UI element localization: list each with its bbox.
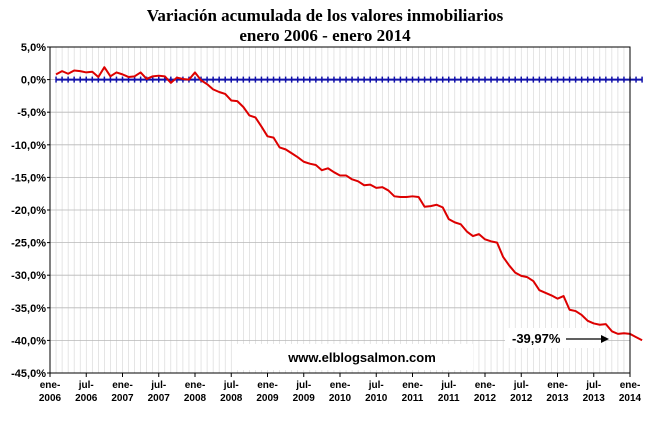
y-tick-label: -45,0%	[11, 368, 46, 380]
x-tick-label: 2006	[75, 393, 98, 404]
chart-subtitle: enero 2006 - enero 2014	[239, 26, 411, 45]
x-tick-label: 2008	[184, 393, 207, 404]
x-tick-label: 2007	[148, 393, 171, 404]
annotation-background	[505, 328, 605, 348]
x-tick-label: 2012	[474, 393, 497, 404]
x-tick-label: jul-	[440, 380, 456, 391]
x-tick-label: jul-	[150, 380, 166, 391]
x-tick-label: 2011	[438, 393, 460, 404]
x-axis-ticks: ene- 2006 jul- 2006 ene- 2007 jul- 2007 ene- 2008…	[39, 373, 642, 404]
x-tick-label: ene-	[257, 380, 278, 391]
x-tick-label: ene-	[330, 380, 351, 391]
x-tick-label: ene-	[112, 380, 133, 391]
y-tick-label: -5,0%	[17, 107, 46, 119]
x-tick-label: ene-	[185, 380, 206, 391]
x-tick-label: 2013	[583, 393, 606, 404]
y-tick-label: -25,0%	[11, 238, 46, 250]
x-tick-label: 2011	[402, 393, 424, 404]
x-tick-label: 2009	[293, 393, 316, 404]
x-tick-label: jul-	[513, 380, 529, 391]
plot-frame	[49, 46, 631, 374]
y-tick-label: -35,0%	[11, 303, 46, 315]
annotation-label: -39,97%	[512, 331, 561, 346]
x-tick-label: jul-	[585, 380, 601, 391]
x-tick-label: jul-	[368, 380, 384, 391]
x-tick-label: 2014	[619, 393, 642, 404]
x-tick-label: 2008	[220, 393, 243, 404]
x-tick-label: jul-	[223, 380, 239, 391]
x-tick-label: 2007	[111, 393, 134, 404]
series-line-variation	[55, 66, 643, 342]
x-tick-label: jul-	[295, 380, 311, 391]
y-tick-label: -40,0%	[11, 335, 46, 347]
x-tick-label: ene-	[475, 380, 496, 391]
y-tick-label: -15,0%	[11, 172, 46, 184]
x-tick-label: 2013	[546, 393, 569, 404]
x-tick-label: ene-	[402, 380, 423, 391]
series	[55, 66, 643, 342]
y-tick-label: -30,0%	[11, 270, 46, 282]
chart-title: Variación acumulada de los valores inmob…	[147, 6, 504, 25]
x-tick-label: 2010	[365, 393, 388, 404]
x-tick-label: 2006	[39, 393, 62, 404]
x-tick-label: jul-	[78, 380, 94, 391]
x-tick-label: 2009	[256, 393, 279, 404]
y-tick-label: -20,0%	[11, 205, 46, 217]
x-tick-label: 2010	[329, 393, 352, 404]
annotation-arrowhead	[601, 335, 609, 343]
y-axis-ticks: 5,0% 0,0% -5,0% -10,0% -15,0% -20,0% -25,0% -30…	[11, 42, 50, 380]
y-tick-label: -10,0%	[11, 140, 46, 152]
x-tick-label: ene-	[620, 380, 641, 391]
watermark-text: www.elblogsalmon.com	[287, 350, 436, 365]
watermark-background	[233, 344, 473, 370]
y-tick-label: 0,0%	[21, 75, 46, 87]
x-tick-label: ene-	[547, 380, 568, 391]
x-tick-label: 2012	[510, 393, 533, 404]
y-tick-label: 5,0%	[21, 42, 46, 54]
grid	[50, 46, 630, 374]
x-tick-label: ene-	[40, 380, 61, 391]
